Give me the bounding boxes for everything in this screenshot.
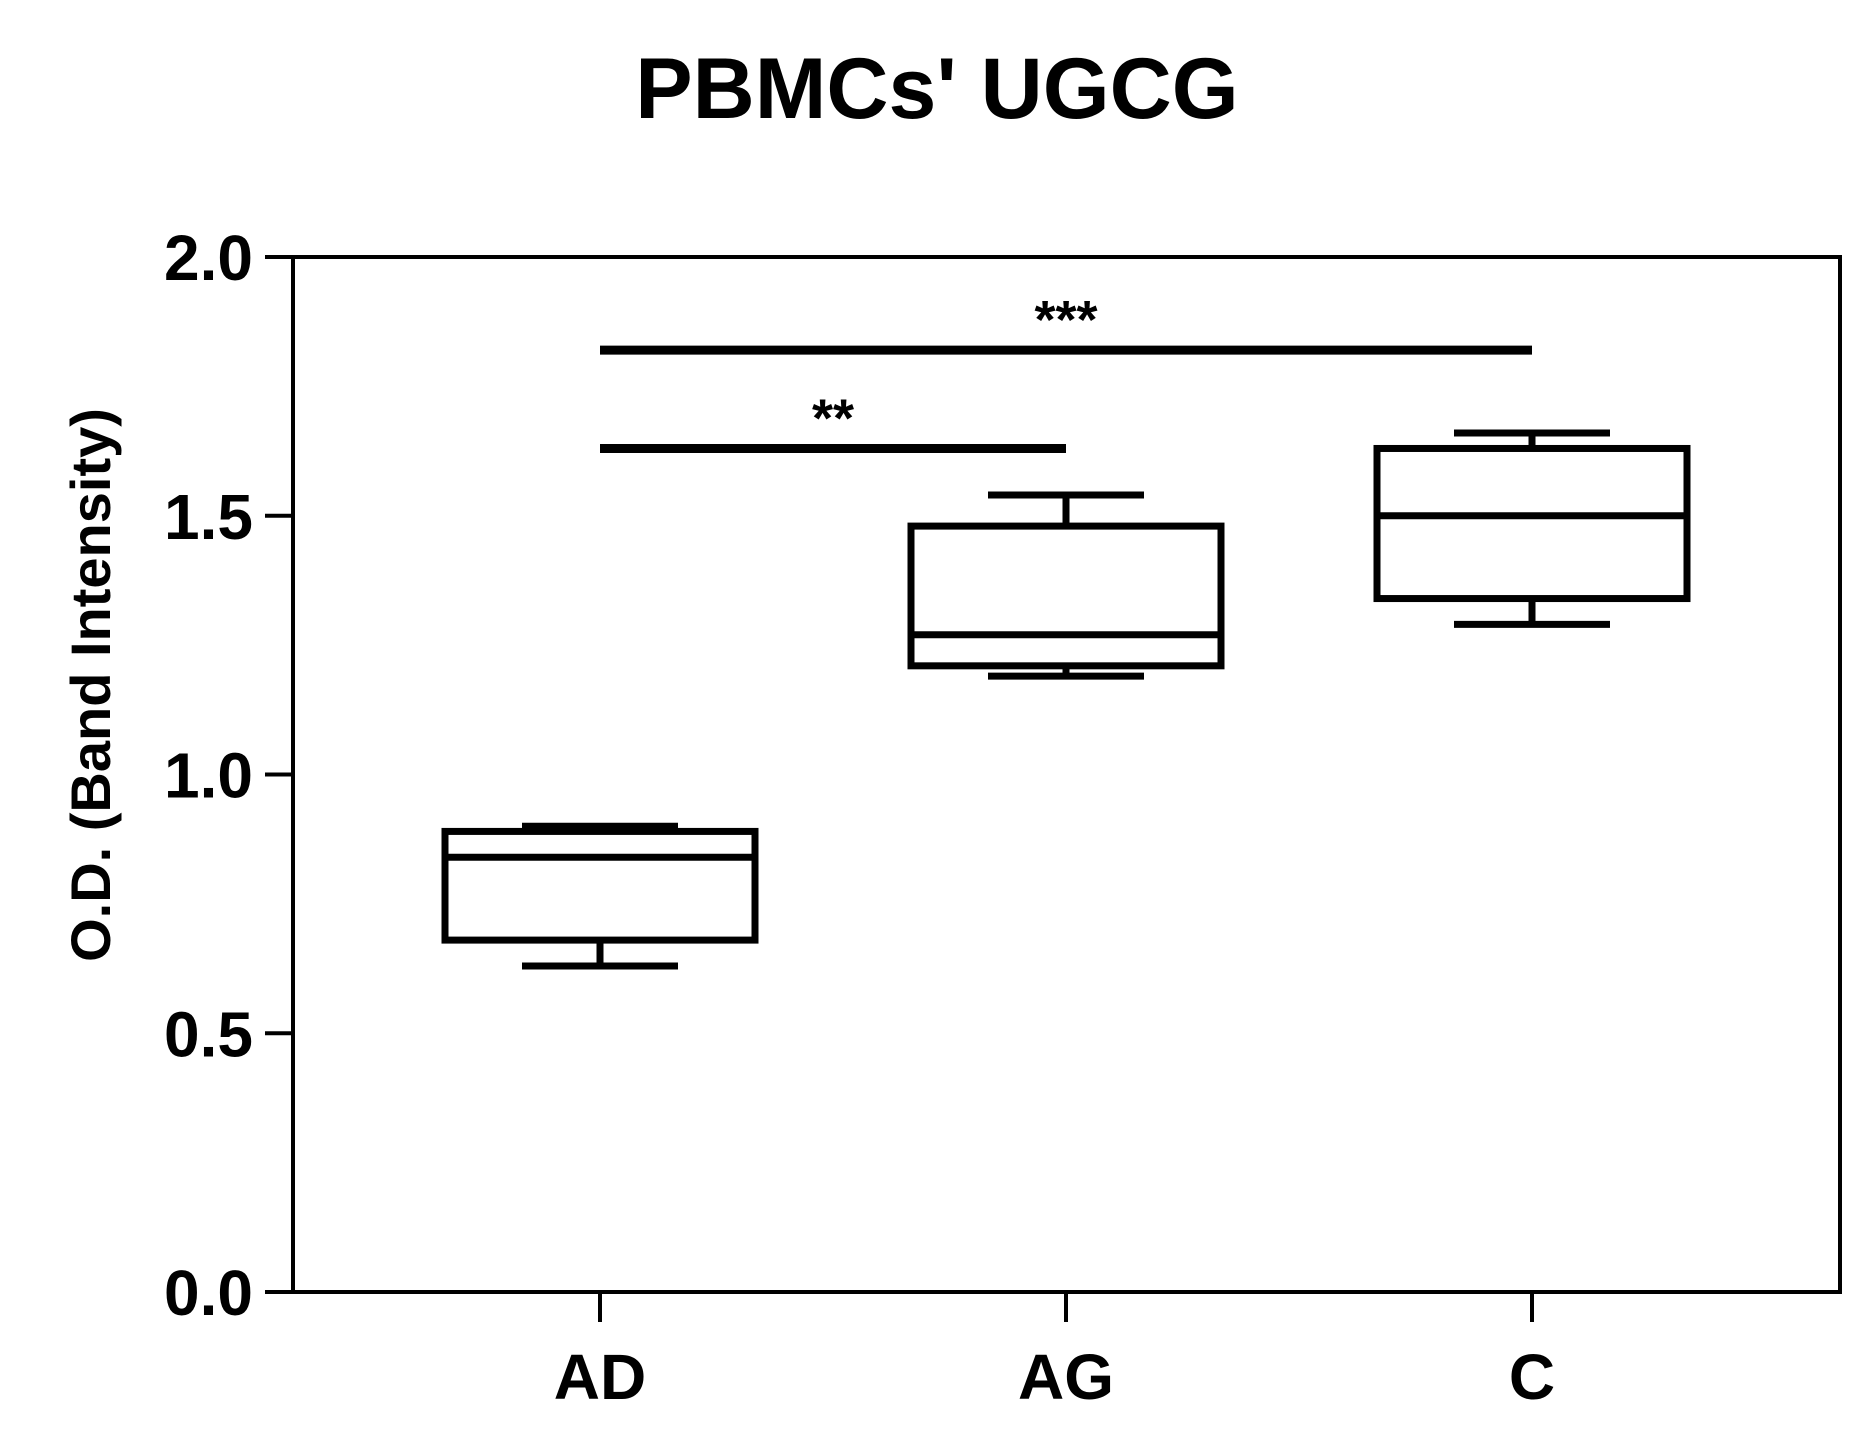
box-plots <box>441 429 1691 970</box>
significance-annotations: ***** <box>600 290 1532 453</box>
chart-title: PBMCs' UGCG <box>635 41 1238 137</box>
y-axis: 0.0 0.5 1.0 1.5 2.0 <box>164 222 293 1329</box>
box-ag <box>907 491 1225 680</box>
y-tick-label: 0.5 <box>164 998 253 1070</box>
significance-label: ** <box>812 388 854 448</box>
iqr-box <box>441 827 759 944</box>
x-tick-label: C <box>1509 1341 1555 1413</box>
significance-ad-c: *** <box>600 290 1532 355</box>
box-c <box>1373 429 1691 628</box>
y-tick-label: 1.0 <box>164 740 253 812</box>
y-axis-title: O.D. (Band Intensity) <box>59 408 122 962</box>
x-tick-label: AG <box>1018 1341 1114 1413</box>
significance-label: *** <box>1034 290 1097 350</box>
iqr-box <box>907 522 1225 670</box>
y-tick-label: 0.0 <box>164 1257 253 1329</box>
plot-border <box>291 255 1842 1294</box>
iqr-box <box>1373 444 1691 603</box>
box-ad <box>441 822 759 970</box>
significance-ad-ag: ** <box>600 388 1066 453</box>
plot-frame <box>291 255 1842 1294</box>
x-axis: AD AG C <box>554 1292 1555 1413</box>
x-tick-label: AD <box>554 1341 646 1413</box>
y-tick-label: 1.5 <box>164 481 253 553</box>
y-tick-label: 2.0 <box>164 222 253 294</box>
